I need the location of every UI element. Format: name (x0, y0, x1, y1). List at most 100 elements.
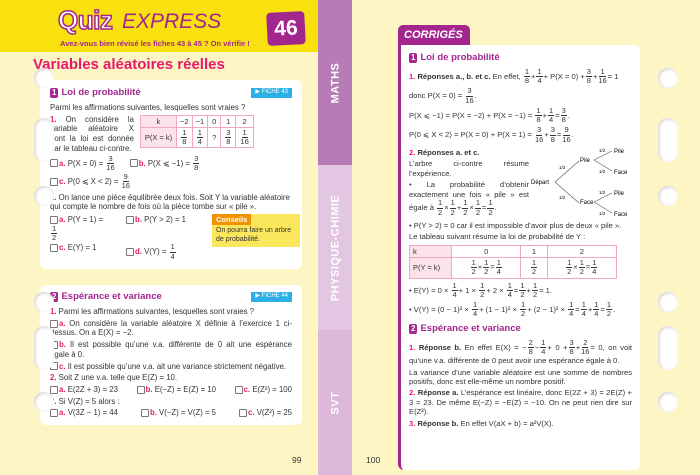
binder-hole (34, 186, 54, 206)
numerator: 1 (593, 300, 600, 311)
denominator: 2 (532, 289, 538, 299)
binder-hole (34, 392, 54, 412)
binder-hole (658, 186, 678, 206)
checkbox[interactable] (50, 385, 58, 394)
checkbox[interactable] (126, 215, 134, 224)
section-number: 2 (409, 323, 418, 334)
numerator: 1 (470, 258, 477, 269)
subject-tabs: MATHS PHYSIQUE-CHIMIE SVT (318, 0, 352, 475)
answer-text: L’arbre ci-contre résume l’expérience. (409, 159, 529, 178)
checkbox[interactable] (50, 319, 58, 328)
text-segment: P(X ⩽ −1) = (147, 158, 193, 168)
option-1b[interactable]: b. Il est possible qu’une v.a. différent… (50, 340, 292, 359)
denominator: 8 (226, 137, 231, 147)
denominator: 8 (569, 346, 574, 356)
question-2: 2. On lance une pièce équilibrée deux fo… (50, 193, 292, 212)
binder-hole (658, 326, 678, 370)
checkbox[interactable] (239, 409, 247, 418)
text-segment: P(Y > 2) = 1 (144, 215, 187, 225)
denominator: 2 (520, 289, 525, 299)
checkbox[interactable] (50, 215, 58, 224)
text-segment: On considère la variable aléatoire X don… (50, 114, 134, 153)
section-number: 1 (50, 87, 59, 98)
option-1c[interactable]: c. P(0 ⩽ X < 2) = 9 16 (50, 172, 131, 191)
numerator: 1 (548, 105, 555, 117)
denominator: 16 (121, 181, 130, 191)
conseils-box: Conseils On pourra faire un arbre de prob… (212, 214, 300, 248)
denominator: 4 (496, 267, 501, 277)
denominator: 2 (606, 309, 612, 319)
option-3b[interactable]: b. V(−Z) = V(Z) = 5 (140, 408, 216, 418)
tree-leaf: Pile (614, 149, 625, 155)
checkbox[interactable] (50, 409, 58, 418)
numerator: 1 (535, 105, 542, 117)
checkbox[interactable] (234, 385, 243, 394)
checkbox[interactable] (129, 159, 138, 168)
text-segment: × (444, 203, 449, 213)
fiche-link[interactable]: ▶ FICHE 44 (251, 292, 292, 302)
option-2a[interactable]: a. E(2Z + 3) = 23 (50, 385, 118, 395)
text-segment: Parmi les affirmations suivantes, lesque… (50, 102, 246, 112)
checkbox[interactable] (50, 177, 58, 186)
tab-physique-chimie[interactable]: PHYSIQUE-CHIMIE (318, 165, 352, 330)
denominator: 4 (170, 251, 175, 261)
section-number: 1 (409, 52, 418, 63)
option-2c[interactable]: c. E(Z²) = 100 (234, 385, 292, 395)
page-number: 100 (366, 455, 381, 465)
numerator: 1 (531, 280, 539, 291)
text-segment: L’espérance est linéaire, donc E(2Z + 3)… (409, 388, 632, 417)
text-segment: Il est possible qu’une v.a. différente d… (50, 340, 292, 359)
option-3c[interactable]: c. V(Z²) = 25 (239, 408, 292, 418)
numerator: 1 (566, 258, 573, 269)
text-segment: × (573, 262, 578, 272)
denominator: 8 (194, 162, 199, 172)
table-cell: 1 (520, 244, 548, 259)
table-header: k (409, 244, 452, 259)
option-2b[interactable]: b. E(−Z) = E(Z) = 10 (136, 385, 216, 395)
table-cell: 2 (235, 114, 254, 128)
table-cell: 1 (220, 114, 237, 128)
table-cell: −1 (191, 114, 209, 128)
denominator: 16 (581, 346, 590, 356)
corriges-card: 1 Loi de probabilité 1. Réponses a., b. e… (398, 45, 640, 470)
intro-text: Parmi les affirmations suivantes, lesque… (50, 103, 292, 113)
text-segment: . (613, 304, 616, 314)
option-1a[interactable]: a. On considère la variable aléatoire X … (50, 319, 292, 338)
checkbox[interactable] (50, 244, 58, 253)
answer-text: • E(Y) = 0 × 1 4 + 1 × 1 2 + 2 × 1 4 = 1 2 +1 2 = 1… (409, 280, 632, 300)
option-letter: b. (135, 215, 142, 225)
checkbox[interactable] (136, 385, 145, 394)
tree-prob: 1/2 (599, 190, 606, 195)
tab-svt[interactable]: SVT (318, 330, 352, 475)
option-3a[interactable]: a. V(3Z − 1) = 44 (50, 408, 118, 418)
text-segment: + (1 − 1)² × (479, 304, 520, 314)
checkbox[interactable] (50, 159, 58, 168)
option-2c[interactable]: c. E(Y) = 1 (50, 243, 112, 261)
option-2b[interactable]: b. P(Y > 2) = 1 (126, 215, 186, 242)
binder-hole (34, 292, 54, 312)
numerator: 1 (599, 66, 606, 78)
numerator: 1 (241, 127, 248, 139)
option-1c[interactable]: c. Il est possible qu’une v.a. ait une v… (50, 362, 292, 372)
checkbox[interactable] (140, 409, 149, 418)
option-1a[interactable]: a. P(X = 0) = 3 16 (50, 154, 116, 173)
numerator: 1 (578, 258, 585, 269)
tree-node: Pile (580, 158, 591, 164)
text-segment: × (477, 262, 483, 272)
checkbox[interactable] (126, 248, 134, 256)
fiche-link[interactable]: ▶ FICHE 43 (251, 88, 292, 98)
tab-maths[interactable]: MATHS (318, 0, 352, 165)
text-segment: En effet, (492, 71, 523, 81)
